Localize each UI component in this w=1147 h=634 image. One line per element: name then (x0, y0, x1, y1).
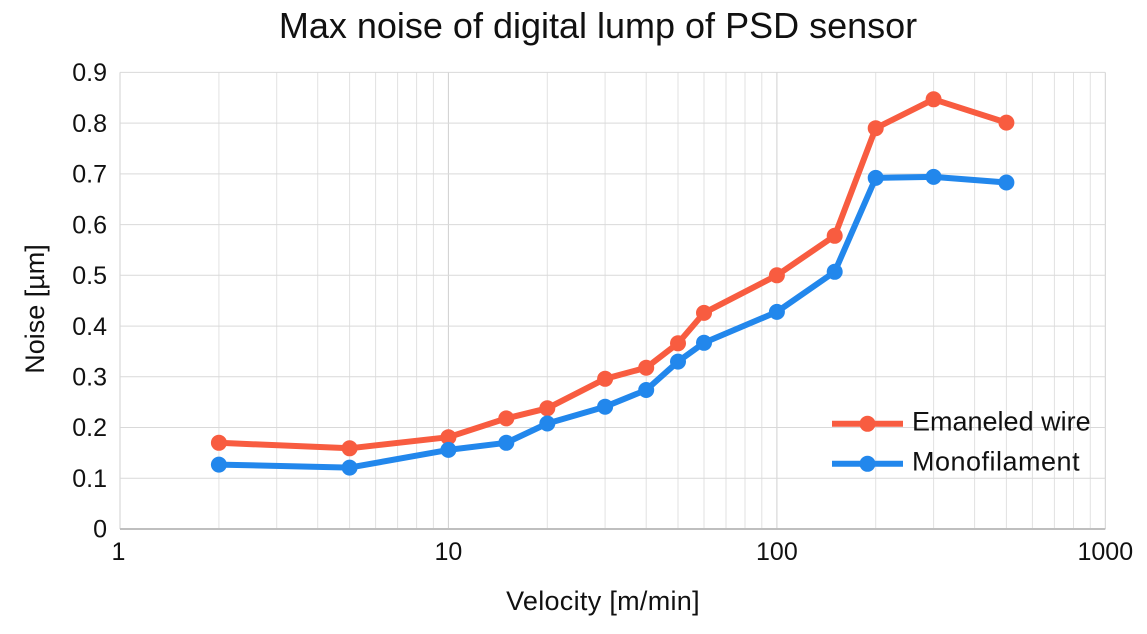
svg-text:0.1: 0.1 (72, 465, 107, 493)
svg-text:0.9: 0.9 (72, 59, 107, 87)
svg-text:0.5: 0.5 (72, 262, 107, 290)
svg-text:0.6: 0.6 (72, 211, 107, 239)
svg-text:Velocity [m/min]: Velocity [m/min] (506, 586, 700, 616)
svg-text:0.8: 0.8 (72, 110, 107, 138)
svg-text:Max noise of digital lump of P: Max noise of digital lump of PSD sensor (279, 5, 917, 46)
svg-text:0.4: 0.4 (72, 313, 107, 341)
svg-text:Monofilament: Monofilament (912, 447, 1080, 477)
svg-text:Emaneled wire: Emaneled wire (912, 407, 1091, 437)
svg-text:1: 1 (112, 538, 126, 566)
svg-text:Noise [µm]: Noise [µm] (20, 244, 50, 374)
svg-text:0.3: 0.3 (72, 364, 107, 392)
svg-text:1000: 1000 (1077, 538, 1133, 566)
svg-text:0: 0 (93, 516, 107, 544)
svg-text:100: 100 (756, 538, 798, 566)
svg-text:0.7: 0.7 (72, 161, 107, 189)
svg-text:10: 10 (434, 538, 462, 566)
svg-text:0.2: 0.2 (72, 414, 107, 442)
